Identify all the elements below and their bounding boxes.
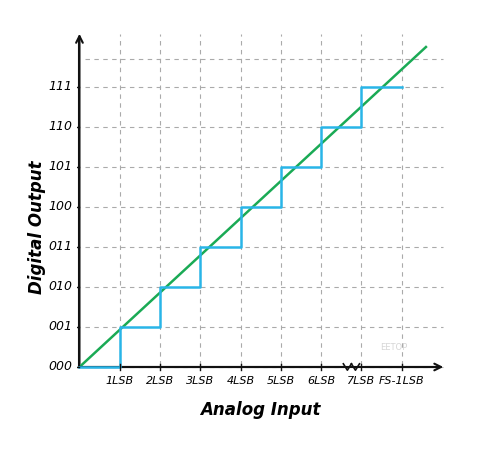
Text: Digital Output: Digital Output <box>28 160 46 294</box>
Text: 011: 011 <box>48 240 72 253</box>
Text: 2LSB: 2LSB <box>146 376 174 386</box>
Text: 000: 000 <box>48 360 72 374</box>
Text: 100: 100 <box>48 201 72 213</box>
Text: 6LSB: 6LSB <box>307 376 335 386</box>
Text: 010: 010 <box>48 280 72 293</box>
Text: Analog Input: Analog Input <box>200 401 321 419</box>
Text: 101: 101 <box>48 161 72 174</box>
Text: 110: 110 <box>48 121 72 134</box>
Text: 1LSB: 1LSB <box>106 376 134 386</box>
Text: 4LSB: 4LSB <box>227 376 255 386</box>
Text: FS-1LSB: FS-1LSB <box>379 376 424 386</box>
Text: 001: 001 <box>48 320 72 333</box>
Text: 7LSB: 7LSB <box>348 376 376 386</box>
Text: 111: 111 <box>48 81 72 94</box>
Text: 3LSB: 3LSB <box>186 376 214 386</box>
Text: EETOP: EETOP <box>380 342 408 351</box>
Text: 5LSB: 5LSB <box>267 376 295 386</box>
